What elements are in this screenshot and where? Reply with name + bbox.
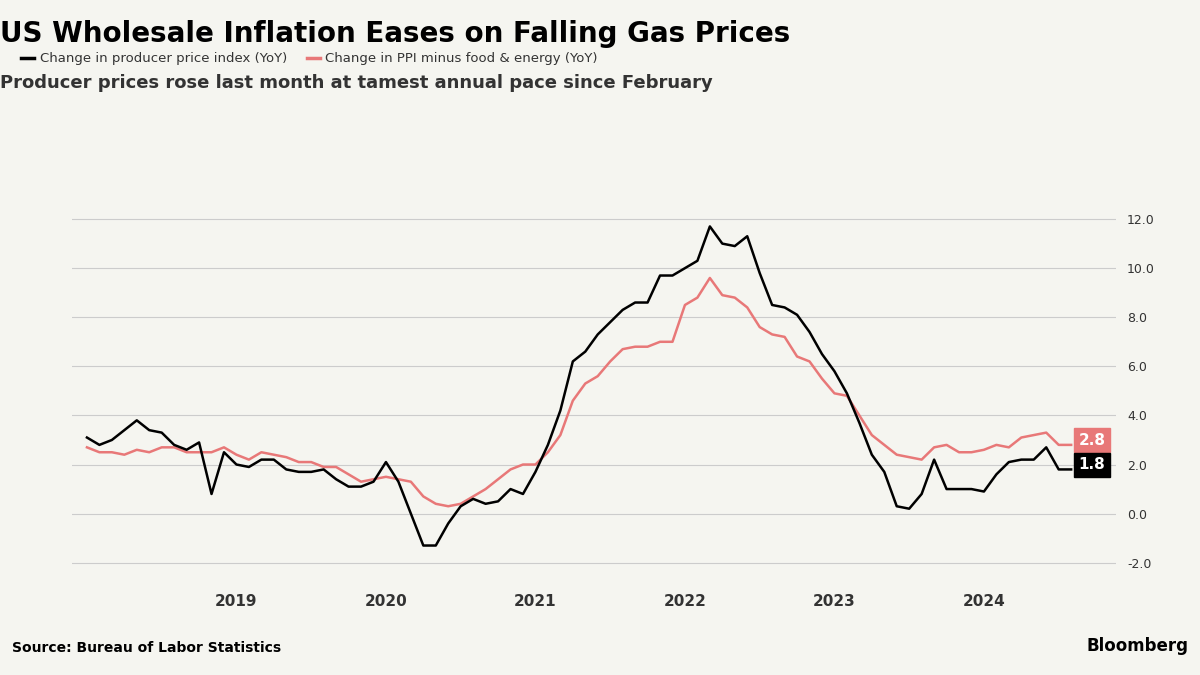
Text: US Wholesale Inflation Eases on Falling Gas Prices: US Wholesale Inflation Eases on Falling … <box>0 20 791 48</box>
Text: Producer prices rose last month at tamest annual pace since February: Producer prices rose last month at tames… <box>0 74 713 92</box>
Text: 2.8: 2.8 <box>1079 433 1105 448</box>
Text: Source: Bureau of Labor Statistics: Source: Bureau of Labor Statistics <box>12 641 281 655</box>
Text: Bloomberg: Bloomberg <box>1086 637 1188 655</box>
Legend: Change in producer price index (YoY), Change in PPI minus food & energy (YoY): Change in producer price index (YoY), Ch… <box>16 47 602 71</box>
Text: 1.8: 1.8 <box>1079 458 1105 472</box>
